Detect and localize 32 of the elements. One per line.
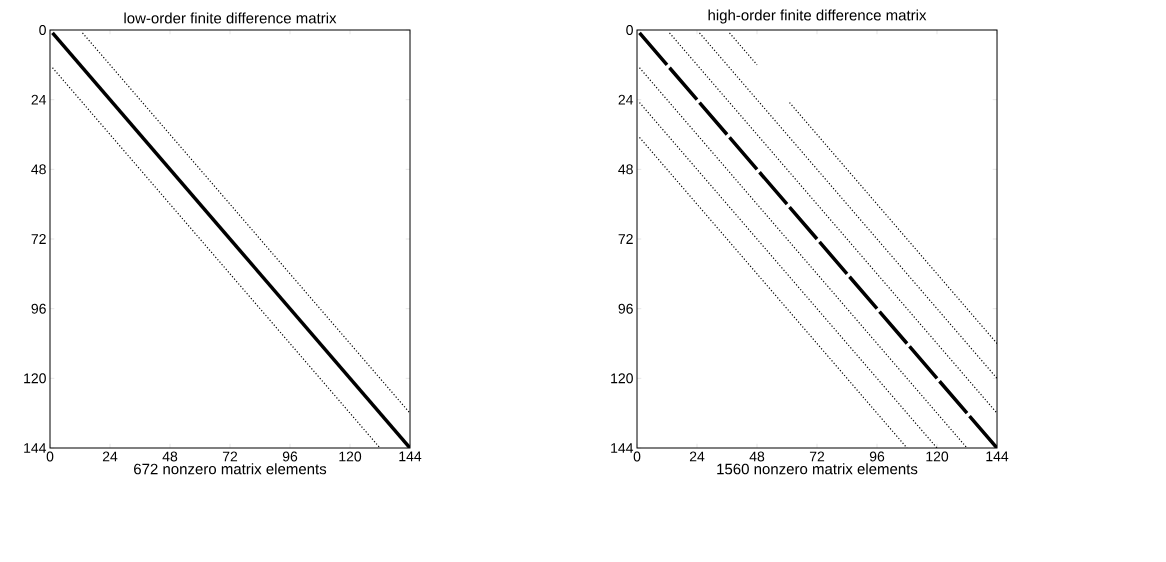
y-tick-label: 144 <box>24 443 47 453</box>
y-tick-label: 0 <box>626 25 633 35</box>
y-tick-label: 96 <box>31 303 46 314</box>
y-tick-label: 24 <box>31 94 47 105</box>
x-tick-label: 144 <box>986 451 1009 462</box>
x-tick-label: 0 <box>46 451 54 462</box>
y-tick-label: 72 <box>31 234 46 244</box>
y-tick-label: 120 <box>24 373 46 384</box>
x-tick-label: 72 <box>809 451 825 462</box>
x-tick-label: 24 <box>689 451 705 462</box>
y-tick-label: 120 <box>611 373 633 384</box>
y-tick-label: 48 <box>618 164 633 175</box>
chart-title: high-order finite difference matrix <box>708 9 927 24</box>
x-tick-label: 120 <box>926 451 949 462</box>
y-tick-label: 96 <box>618 303 633 314</box>
y-tick-label: 24 <box>618 94 634 105</box>
x-axis-title: 1560 nonzero matrix elements <box>717 463 918 475</box>
x-tick-label: 144 <box>399 451 422 462</box>
x-tick-label: 72 <box>222 451 238 462</box>
y-tick-label: 0 <box>39 25 46 35</box>
x-axis-title: 672 nonzero matrix elements <box>134 463 327 475</box>
x-tick-label: 48 <box>162 451 178 462</box>
y-tick-label: 72 <box>618 234 633 244</box>
y-tick-label: 48 <box>31 164 46 175</box>
y-tick-label: 144 <box>611 443 634 453</box>
x-tick-label: 24 <box>102 451 118 462</box>
chart-title: low-order finite difference matrix <box>124 12 337 24</box>
x-tick-label: 48 <box>749 451 765 462</box>
x-tick-label: 0 <box>633 451 641 462</box>
x-tick-label: 120 <box>339 451 362 462</box>
x-tick-label: 96 <box>869 451 885 462</box>
x-tick-label: 96 <box>282 451 298 462</box>
